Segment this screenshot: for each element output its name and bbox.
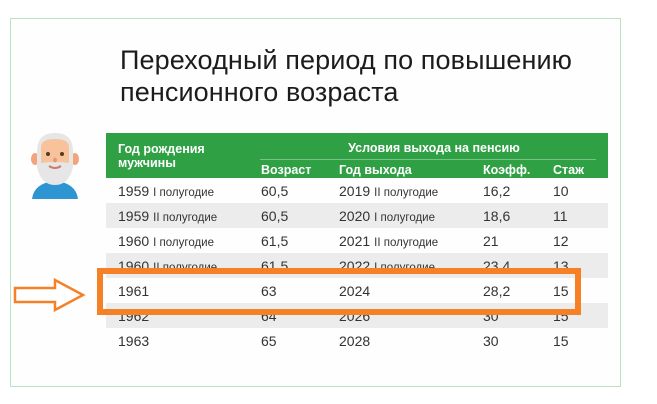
cell-age: 60,5 (261, 208, 289, 224)
cell-retirement-year: 2020 (339, 208, 371, 224)
cell-experience: 12 (553, 233, 569, 249)
pension-table: Год рождения мужчины Условия выхода на п… (106, 133, 608, 353)
cell-experience: 15 (553, 333, 569, 349)
cell-retirement-year: 2021 (339, 233, 371, 249)
cell-retirement-half: II полугодие (374, 187, 439, 199)
cell-coefficient: 28,2 (483, 283, 511, 299)
slide-title: Переходный период по повышению пенсионно… (120, 45, 572, 107)
cell-coefficient: 18,6 (483, 208, 511, 224)
cell-birth-half: I полугодие (153, 187, 214, 199)
cell-retirement-year: 2019 (339, 183, 371, 199)
cell-coefficient: 30 (483, 333, 499, 349)
arrow-right-outline-icon (13, 277, 87, 313)
cell-retirement-year: 2028 (339, 333, 371, 349)
cell-experience: 10 (553, 183, 569, 199)
table-row: 1960 I полугодие 61,5 2021 II полугодие 21… (106, 228, 608, 253)
table-row: 1959 II полугодие 60,5 2020 I полугодие 18… (106, 203, 608, 228)
cell-retirement-half: II полугодие (374, 237, 439, 249)
cell-birth-year: 1963 (118, 333, 150, 349)
header-retirement-conditions: Условия выхода на пенсию (348, 141, 520, 155)
cell-retirement-half: I полугодие (374, 212, 435, 224)
cell-birth-half: I полугодие (153, 237, 214, 249)
header-coefficient: Коэфф. (483, 163, 531, 177)
header-divider (260, 159, 596, 160)
highlight-box (97, 268, 581, 315)
elderly-man-avatar-icon (29, 129, 81, 201)
cell-age: 61,5 (261, 233, 289, 249)
cell-age: 60,5 (261, 183, 289, 199)
cell-age: 63 (261, 283, 277, 299)
cell-birth-half: II полугодие (153, 212, 218, 224)
cell-birth-year: 1960 (118, 233, 150, 249)
header-experience: Стаж (553, 163, 584, 177)
table-row-highlighted: 1961 63 2024 28,2 15 (106, 278, 608, 303)
header-retirement-year: Год выхода (339, 163, 412, 177)
table-header: Год рождения мужчины Условия выхода на п… (106, 133, 608, 178)
cell-coefficient: 16,2 (483, 183, 511, 199)
cell-retirement-year: 2024 (339, 283, 371, 299)
table-row: 1959 I полугодие 60,5 2019 II полугодие 16… (106, 178, 608, 203)
header-age: Возраст (261, 163, 312, 177)
cell-birth-year: 1959 (118, 183, 150, 199)
cell-coefficient: 21 (483, 233, 499, 249)
cell-birth-year: 1959 (118, 208, 150, 224)
cell-experience: 15 (553, 283, 569, 299)
table-row: 1963 65 2028 30 15 (106, 328, 608, 353)
header-birth-year: Год рождения мужчины (118, 142, 205, 170)
cell-birth-year: 1961 (118, 283, 150, 299)
cell-age: 65 (261, 333, 277, 349)
cell-experience: 11 (553, 208, 568, 224)
